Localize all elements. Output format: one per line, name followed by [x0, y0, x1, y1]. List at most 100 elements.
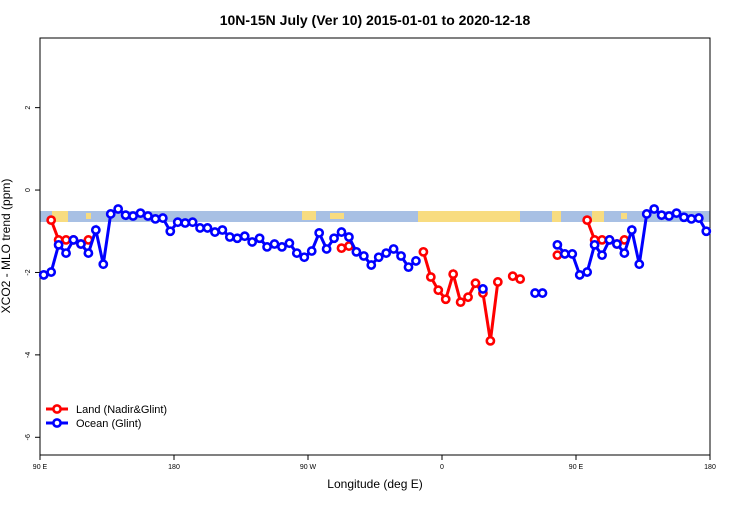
point [396, 251, 406, 261]
point [336, 243, 347, 254]
y-tick-label: 0 [25, 188, 32, 192]
point [247, 237, 258, 247]
point [440, 294, 451, 305]
point [210, 227, 220, 237]
point [552, 250, 563, 261]
point [336, 227, 347, 237]
point [217, 225, 228, 235]
point [165, 226, 176, 237]
point [656, 210, 667, 221]
point [530, 288, 540, 298]
x-tick-label: 180 [168, 464, 180, 471]
point [582, 267, 593, 277]
point [53, 239, 64, 250]
point [277, 242, 287, 252]
point [83, 248, 94, 258]
point [358, 251, 369, 261]
point [46, 215, 57, 226]
point [664, 211, 674, 221]
x-tick-label: 0 [440, 464, 444, 471]
point [76, 239, 86, 249]
point [671, 208, 682, 219]
point [150, 213, 161, 224]
point [180, 218, 191, 228]
point [574, 270, 585, 280]
point [649, 204, 660, 214]
legend-label: Land (Nadir&Glint) [76, 404, 167, 416]
y-tick-label: -4 [25, 352, 32, 358]
x-tick-label: 90 E [569, 464, 584, 471]
point [254, 233, 265, 244]
point [537, 288, 548, 298]
point [567, 249, 578, 259]
point [515, 274, 526, 284]
point [239, 231, 250, 242]
point [143, 211, 153, 221]
point [634, 259, 645, 270]
point [172, 217, 183, 228]
point [388, 244, 399, 254]
point [344, 232, 354, 242]
x-tick-label: 90 W [300, 464, 317, 471]
x-axis-label: Longitude (deg E) [327, 477, 422, 491]
plot-frame [39, 37, 711, 456]
point [433, 285, 444, 296]
point [299, 252, 310, 263]
point [381, 248, 392, 258]
x-tick-label: 180 [704, 464, 716, 471]
legend-label: Ocean (Glint) [76, 418, 141, 430]
point [686, 213, 697, 224]
point [604, 235, 615, 245]
point [38, 270, 49, 280]
point [321, 244, 332, 254]
legend-marker [52, 418, 62, 428]
y-tick-label: 2 [25, 106, 32, 110]
point [693, 213, 704, 223]
map-strip [40, 211, 710, 222]
point [120, 210, 131, 221]
point [224, 232, 235, 242]
point [597, 250, 607, 261]
point [157, 213, 168, 223]
point [262, 242, 272, 252]
y-tick-label: -2 [25, 269, 32, 275]
point [61, 235, 71, 245]
point [195, 223, 205, 233]
point [411, 256, 421, 266]
point [463, 292, 473, 303]
point [619, 248, 630, 258]
point [448, 269, 459, 280]
point [98, 259, 109, 270]
point [507, 271, 518, 282]
point [701, 226, 712, 237]
point [552, 239, 563, 250]
point [314, 228, 325, 238]
point [626, 225, 637, 235]
point [61, 248, 71, 258]
point [559, 249, 570, 259]
point [492, 277, 503, 287]
point [46, 267, 57, 277]
point [485, 335, 496, 346]
chart-title: 10N-15N July (Ver 10) 2015-01-01 to 2020… [220, 12, 531, 28]
y-axis-label: XCO2 - MLO trend (ppm) [0, 179, 13, 314]
point [329, 233, 339, 244]
point [284, 238, 295, 249]
point [351, 246, 362, 257]
x-tick-label: 90 E [33, 464, 48, 471]
point [68, 235, 79, 245]
point [418, 246, 429, 257]
legend-marker [52, 404, 62, 414]
point [306, 246, 317, 256]
point [202, 223, 213, 233]
point [589, 239, 600, 250]
point [366, 260, 377, 270]
point [597, 235, 607, 245]
point [105, 209, 116, 219]
point [269, 239, 280, 249]
point [90, 225, 101, 235]
point [582, 215, 593, 226]
point [612, 239, 622, 249]
point [470, 278, 481, 289]
